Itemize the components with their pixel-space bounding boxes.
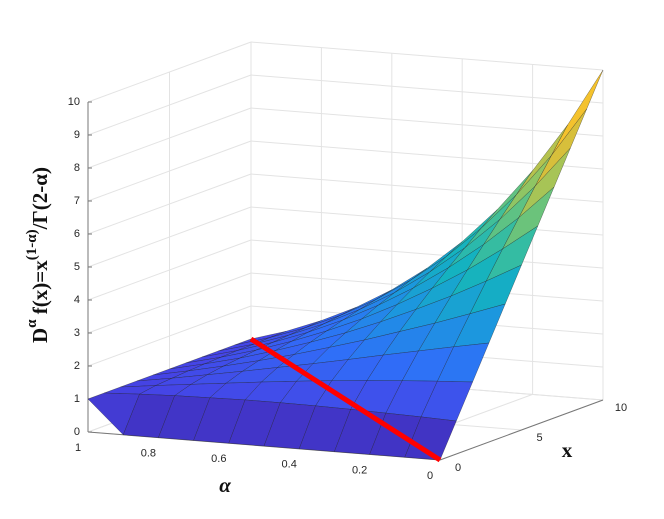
alpha-tick-label: 0.4 <box>282 459 297 471</box>
surface-face <box>551 69 604 156</box>
z-axis-label: Dα f(x)=x(1-α)/Γ(2-α) <box>24 167 51 343</box>
x-axis-label: x <box>562 438 573 462</box>
z-tick-label: 8 <box>74 162 80 174</box>
alpha-axis-label: α <box>219 473 231 497</box>
grid-line <box>250 74 604 104</box>
z-tick-label: 1 <box>74 393 80 405</box>
z-tick-label: 6 <box>74 228 80 240</box>
z-label-part: α <box>24 319 40 328</box>
surface-face <box>535 108 587 187</box>
z-tick-label: 0 <box>74 426 80 438</box>
z-tick-label: 3 <box>74 327 80 339</box>
z-label-part: f(x)=x <box>28 260 52 320</box>
z-tick-label: 10 <box>68 96 80 108</box>
x-tick-label: 5 <box>536 432 542 444</box>
grid-line <box>250 107 604 137</box>
grid-line <box>250 206 604 236</box>
alpha-tick-label: 1 <box>75 442 81 454</box>
alpha-tick-label: 0.8 <box>141 448 156 460</box>
alpha-tick-label: 0.2 <box>352 464 367 476</box>
grid-line <box>250 41 604 71</box>
z-label-part: D <box>28 328 52 343</box>
z-tick-label: 2 <box>74 360 80 372</box>
z-tick-label: 7 <box>74 195 80 207</box>
z-tick-label: 9 <box>74 129 80 141</box>
axis-line <box>439 399 604 461</box>
grid-line <box>250 239 604 269</box>
alpha-tick-label: 0.6 <box>211 453 226 465</box>
x-tick-label: 0 <box>455 462 461 474</box>
surface-face <box>404 416 457 461</box>
z-label-part: /Γ(2-α) <box>28 167 52 230</box>
z-label-part: (1-α) <box>24 229 40 260</box>
red-line <box>249 336 442 463</box>
z-tick-label: 5 <box>74 261 80 273</box>
alpha-tick-label: 0 <box>427 470 433 482</box>
z-tick-label: 4 <box>74 294 80 306</box>
x-tick-label: 10 <box>615 402 627 414</box>
